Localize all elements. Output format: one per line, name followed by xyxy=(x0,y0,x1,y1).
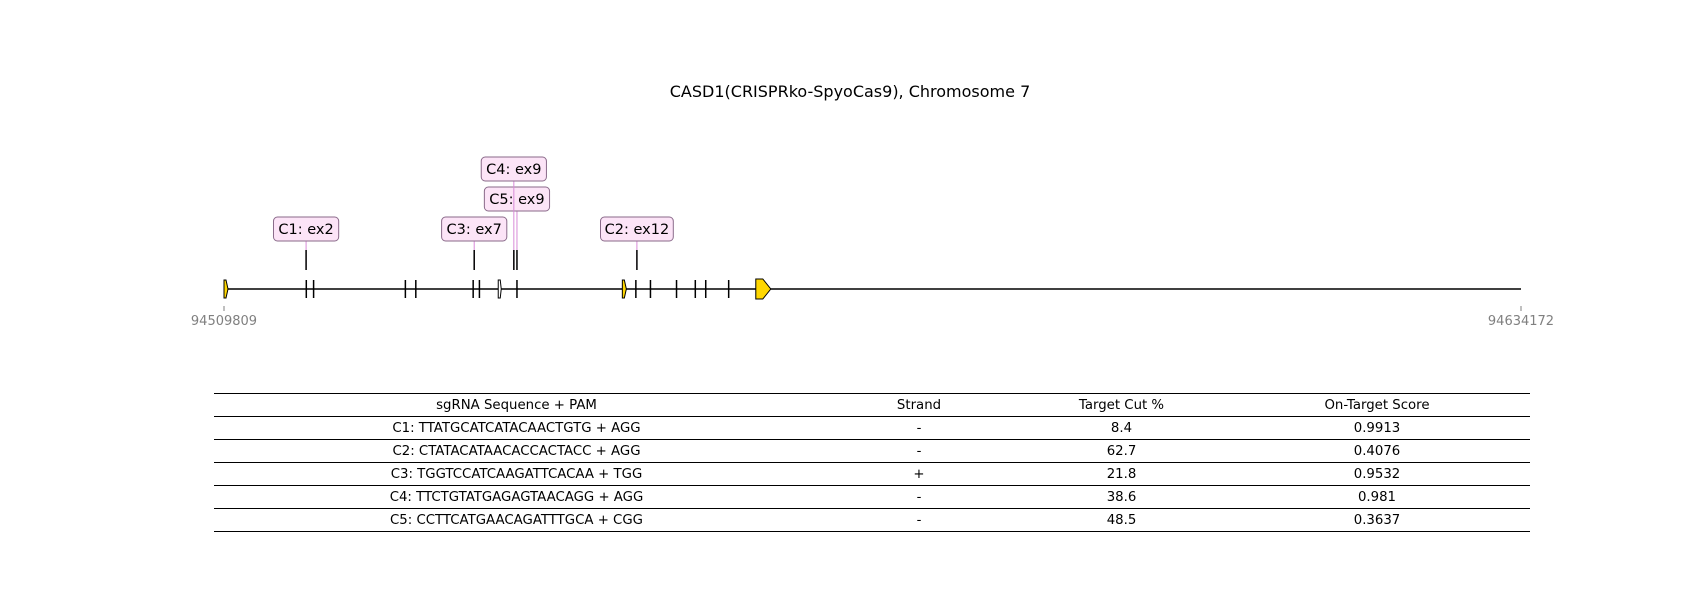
exon-terminal-mark xyxy=(755,278,772,300)
cell-sequence: C1: TTATGCATCATACAACTGTG + AGG xyxy=(214,416,819,440)
cell-target-cut: 8.4 xyxy=(1019,416,1224,440)
header-strand: Strand xyxy=(819,393,1019,417)
cell-target-cut: 21.8 xyxy=(1019,462,1224,486)
guide-label-box xyxy=(272,216,340,242)
guide-label-box xyxy=(600,216,674,242)
cell-sequence: C5: CCTTCATGAACAGATTTGCA + CGG xyxy=(214,508,819,532)
guide-label-text: C3: ex7 xyxy=(447,222,502,238)
exon-marks xyxy=(223,278,772,300)
cell-score: 0.3637 xyxy=(1224,508,1530,532)
guide-label-c3: C3: ex7 xyxy=(441,216,508,270)
cell-score: 0.4076 xyxy=(1224,439,1530,463)
cell-target-cut: 62.7 xyxy=(1019,439,1224,463)
exon-mark xyxy=(621,279,627,299)
table-row: C3: TGGTCCATCAAGATTCACAA + TGG + 21.8 0.… xyxy=(214,462,1530,486)
guide-label-c2: C2: ex12 xyxy=(600,216,674,270)
cell-strand: - xyxy=(819,416,1019,440)
table-row: C4: TTCTGTATGAGAGTAACAGG + AGG - 38.6 0.… xyxy=(214,485,1530,509)
guide-label-text: C5: ex9 xyxy=(489,192,544,208)
guide-label-text: C4: ex9 xyxy=(486,162,541,178)
cell-target-cut: 38.6 xyxy=(1019,485,1224,509)
guide-label-c4: C4: ex9 xyxy=(480,156,547,270)
guide-label-text: C1: ex2 xyxy=(278,222,333,238)
table-row: C5: CCTTCATGAACAGATTTGCA + CGG - 48.5 0.… xyxy=(214,508,1530,532)
cell-score: 0.9532 xyxy=(1224,462,1530,486)
cell-strand: - xyxy=(819,508,1019,532)
guide-label-c1: C1: ex2 xyxy=(272,216,340,270)
guide-label-c5: C5: ex9 xyxy=(483,186,551,270)
header-on-target-score: On-Target Score xyxy=(1224,393,1530,417)
cell-strand: + xyxy=(819,462,1019,486)
end-coordinate-label: 94634172 xyxy=(1488,314,1554,329)
header-sequence: sgRNA Sequence + PAM xyxy=(214,393,819,417)
header-target-cut: Target Cut % xyxy=(1019,393,1224,417)
exon-mark xyxy=(497,279,502,299)
guide-label-box xyxy=(483,186,551,212)
guide-labels: C1: ex2 C3: ex7 C2: ex12 C5: ex9 C4: ex9 xyxy=(272,156,674,270)
cell-sequence: C3: TGGTCCATCAAGATTCACAA + TGG xyxy=(214,462,819,486)
cell-strand: - xyxy=(819,485,1019,509)
figure-title: CASD1(CRISPRko-SpyoCas9), Chromosome 7 xyxy=(669,82,1031,101)
cell-sequence: C2: CTATACATAACACCACTACC + AGG xyxy=(214,439,819,463)
table-row: C1: TTATGCATCATACAACTGTG + AGG - 8.4 0.9… xyxy=(214,416,1530,440)
exon-mark xyxy=(223,279,229,299)
cell-sequence: C4: TTCTGTATGAGAGTAACAGG + AGG xyxy=(214,485,819,509)
start-coordinate-label: 94509809 xyxy=(191,314,257,329)
table-header-row: sgRNA Sequence + PAM Strand Target Cut %… xyxy=(214,393,1530,417)
cell-strand: - xyxy=(819,439,1019,463)
table-row: C2: CTATACATAACACCACTACC + AGG - 62.7 0.… xyxy=(214,439,1530,463)
cell-target-cut: 48.5 xyxy=(1019,508,1224,532)
guide-table: sgRNA Sequence + PAM Strand Target Cut %… xyxy=(214,393,1530,532)
guide-label-box xyxy=(441,216,508,242)
guide-label-text: C2: ex12 xyxy=(605,222,670,238)
cell-score: 0.981 xyxy=(1224,485,1530,509)
cell-score: 0.9913 xyxy=(1224,416,1530,440)
guide-label-box xyxy=(480,156,547,182)
gene-map: C1: ex2 C3: ex7 C2: ex12 C5: ex9 C4: ex9 945… xyxy=(191,156,1554,329)
